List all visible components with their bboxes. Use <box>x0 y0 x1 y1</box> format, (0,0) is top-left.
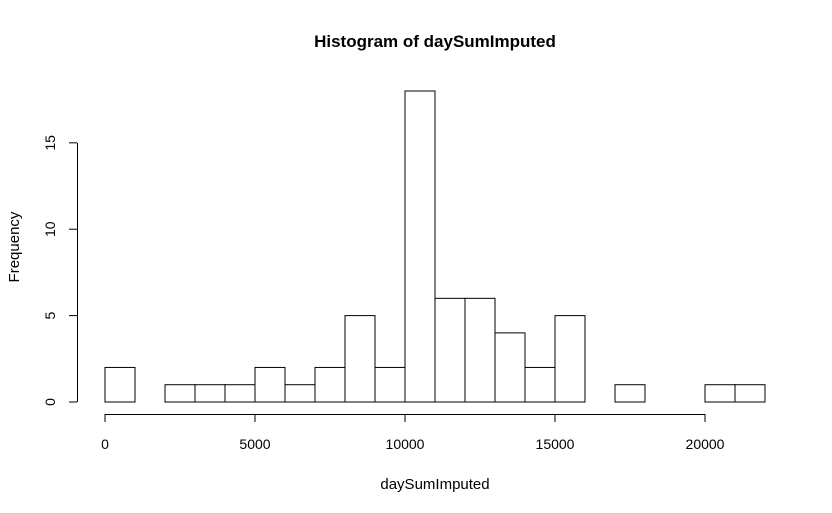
y-tick-label: 5 <box>42 312 58 320</box>
x-tick-label: 10000 <box>386 436 425 452</box>
histogram-bar <box>314 366 346 403</box>
x-tick-label: 5000 <box>239 436 270 452</box>
histogram-bar <box>284 384 316 403</box>
histogram-bar <box>194 384 226 403</box>
y-tick-label: 15 <box>42 135 58 151</box>
x-tick-label: 15000 <box>536 436 575 452</box>
histogram-bar <box>614 384 646 403</box>
histogram-bar <box>404 90 436 403</box>
histogram-bar <box>374 366 406 403</box>
histogram-bar <box>494 332 526 403</box>
y-tick-label: 10 <box>42 221 58 237</box>
x-axis-label: daySumImputed <box>380 476 489 493</box>
histogram-bar <box>554 315 586 403</box>
bars-group <box>104 90 766 403</box>
histogram-bar <box>164 384 196 403</box>
histogram-bar <box>254 366 286 403</box>
x-tick-label: 0 <box>101 436 109 452</box>
histogram-bar <box>434 297 466 403</box>
chart-title: Histogram of daySumImputed <box>314 32 556 51</box>
x-axis: 0 5000 10000 15000 20000 <box>101 414 725 452</box>
histogram-bar <box>704 384 736 403</box>
histogram-bar <box>344 315 376 403</box>
histogram-bar <box>224 384 256 403</box>
histogram-bar <box>104 366 136 403</box>
x-tick-label: 20000 <box>686 436 725 452</box>
histogram-bar <box>734 384 766 403</box>
y-axis-label: Frequency <box>6 211 23 282</box>
y-tick-label: 0 <box>42 398 58 406</box>
histogram-bar <box>464 297 496 403</box>
histogram-bar <box>524 366 556 403</box>
y-axis: 0 5 10 15 <box>42 135 78 406</box>
